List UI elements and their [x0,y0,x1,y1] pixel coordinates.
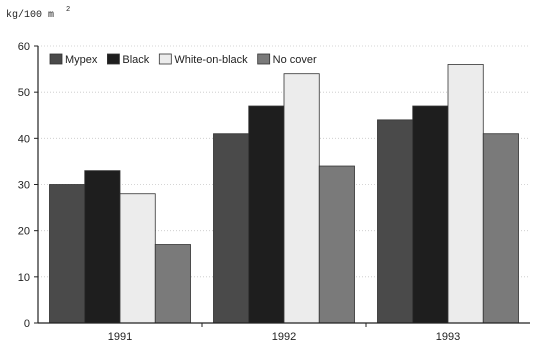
y-tick-label: 0 [24,318,30,330]
legend-swatch [257,53,271,65]
y-tick-label: 10 [18,272,30,284]
legend-label: No cover [273,54,317,66]
y-axis-unit-superscript: 2 [66,6,70,14]
bar-mypex-1991 [49,184,86,324]
bar-black-1992 [248,105,285,324]
bar-mypex-1992 [213,133,250,324]
bar-black-1993 [412,105,449,324]
y-tick-label: 60 [18,41,30,53]
y-tick-label: 50 [18,87,30,99]
legend-swatch [49,53,63,65]
x-tick-label: 1992 [272,331,296,343]
bar-mypex-1993 [377,119,414,324]
x-tick-label: 1991 [108,331,132,343]
x-tick-label: 1993 [436,331,460,343]
axes: 0 10 20 30 40 50 60 1991 1992 1993 [18,41,530,343]
y-tick-label: 30 [18,180,30,192]
legend-label: Black [122,54,149,66]
y-axis-unit-label: kg/100 m [6,9,54,21]
bar-no-cover-1993 [482,133,519,324]
bar-no-cover-1992 [318,165,355,324]
legend-label: Mypex [65,54,98,66]
legend-swatch [158,53,172,65]
legend-swatch [107,53,120,65]
bar-white-on-black-1992 [283,73,320,324]
y-tick-label: 20 [18,226,30,238]
bar-white-on-black-1991 [119,193,156,324]
bar-white-on-black-1993 [447,64,484,324]
bars [49,64,519,324]
legend-label: White-on-black [174,54,248,66]
legend: Mypex Black White-on-black No cover [49,53,317,66]
y-tick-label: 40 [18,133,30,145]
bar-no-cover-1991 [154,244,191,324]
bar-black-1991 [84,170,121,324]
